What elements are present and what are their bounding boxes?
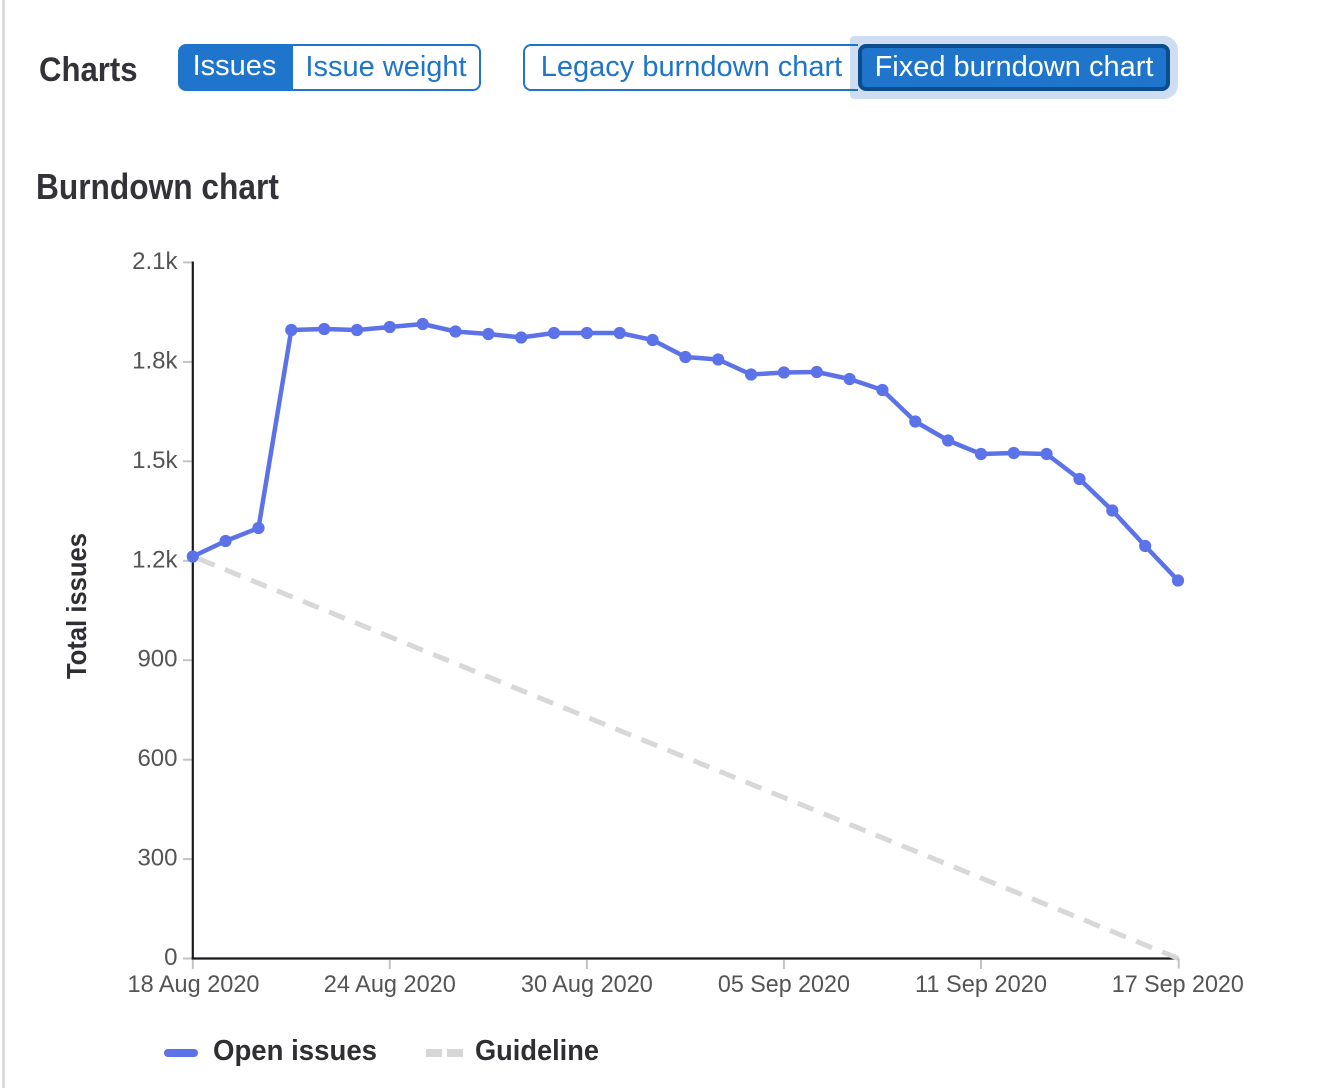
svg-text:24 Aug 2020: 24 Aug 2020 bbox=[324, 971, 456, 998]
svg-text:300: 300 bbox=[137, 845, 177, 872]
svg-text:1.5k: 1.5k bbox=[132, 447, 178, 474]
svg-text:Guideline: Guideline bbox=[475, 1035, 599, 1067]
svg-text:1.2k: 1.2k bbox=[132, 546, 178, 573]
svg-text:1.8k: 1.8k bbox=[132, 347, 178, 374]
svg-text:05 Sep 2020: 05 Sep 2020 bbox=[718, 971, 850, 998]
svg-text:600: 600 bbox=[137, 745, 177, 772]
svg-text:2.1k: 2.1k bbox=[132, 248, 178, 275]
svg-text:11 Sep 2020: 11 Sep 2020 bbox=[915, 971, 1047, 998]
svg-text:900: 900 bbox=[137, 646, 177, 673]
svg-text:0: 0 bbox=[164, 944, 177, 971]
svg-text:18 Aug 2020: 18 Aug 2020 bbox=[128, 971, 260, 998]
svg-text:Open issues: Open issues bbox=[213, 1035, 377, 1067]
svg-text:30 Aug 2020: 30 Aug 2020 bbox=[521, 971, 653, 998]
svg-text:17 Sep 2020: 17 Sep 2020 bbox=[1112, 971, 1244, 998]
svg-text:Total issues: Total issues bbox=[61, 533, 92, 679]
